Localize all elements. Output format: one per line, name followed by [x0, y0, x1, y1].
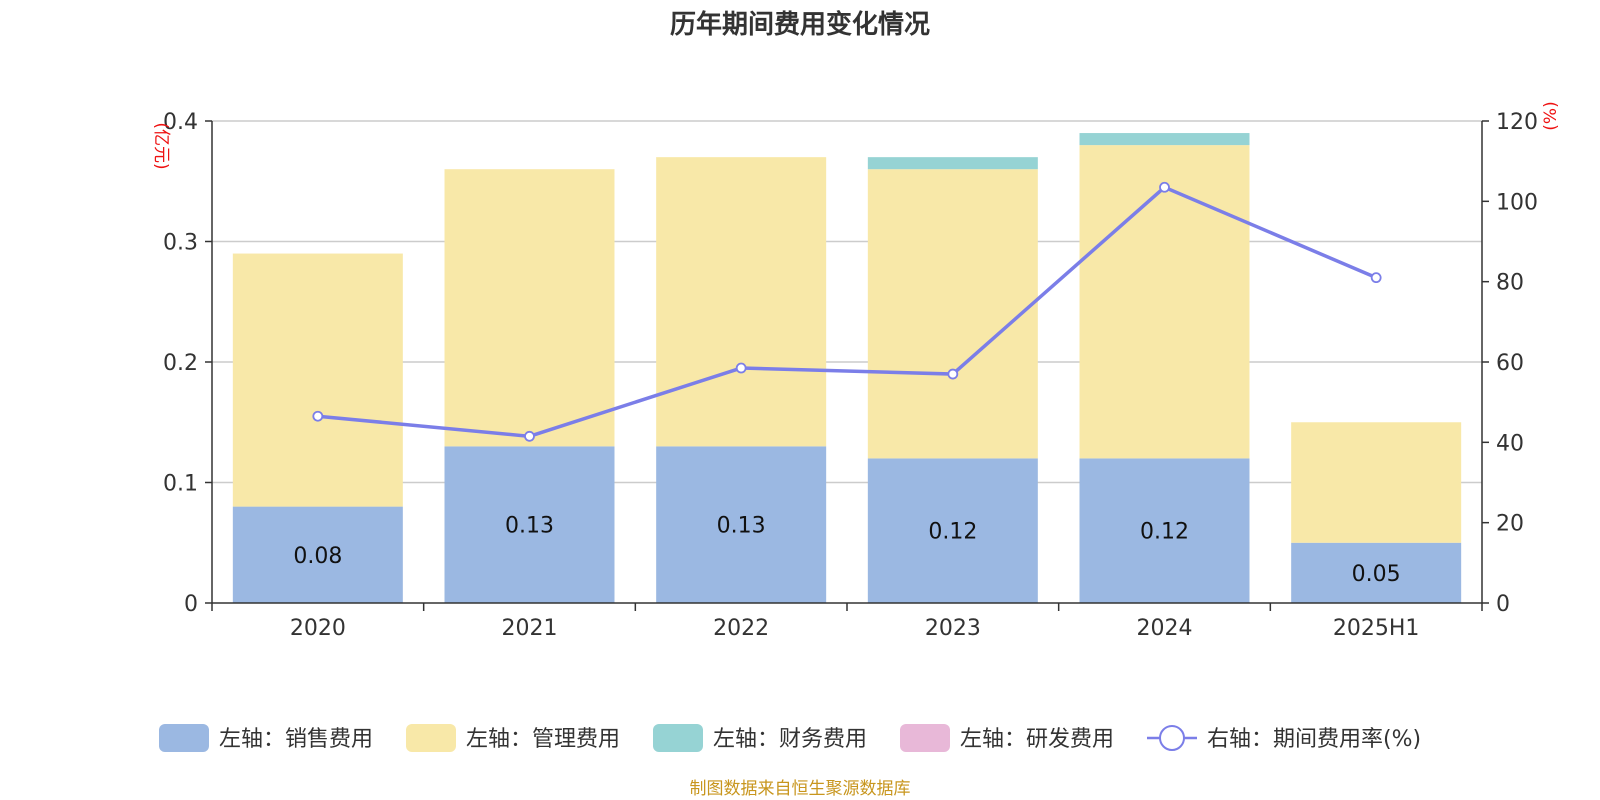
rate-line-point [312, 410, 324, 422]
rate-line-point [524, 430, 535, 442]
legend-label: 左轴：管理费用 [466, 727, 620, 752]
bar-segment [1079, 145, 1250, 459]
data-label: 0.13 [717, 514, 766, 539]
data-label: 0.12 [1140, 520, 1189, 545]
rate-line-point [735, 362, 747, 374]
data-label: 0.08 [293, 544, 342, 569]
right-axis-tick-label: 120 [1496, 110, 1538, 135]
chart-title: 历年期间费用变化情况 [670, 9, 930, 40]
legend-swatch [406, 724, 456, 752]
right-axis-tick-label: 40 [1496, 431, 1524, 456]
rate-line-point [947, 368, 959, 380]
bars [232, 133, 1462, 603]
right-axis-tick-label: 100 [1496, 190, 1538, 215]
legend: 左轴：销售费用 左轴：管理费用 左轴：财务费用 左轴：研发费用 右轴：期间费用率(%) [159, 724, 1421, 752]
x-axis-tick-label: 2024 [1137, 616, 1193, 641]
axes: 0 0.1 0.2 0.3 0.4 0 20 40 60 80 100 120 (亿元) (%) 2020 2… [151, 101, 1561, 641]
bar-segment [656, 157, 827, 447]
bar-segment [444, 446, 615, 603]
rate-line-point [1159, 181, 1170, 193]
legend-label: 右轴：期间费用率(%) [1207, 727, 1421, 752]
right-axis-tick-label: 0 [1496, 592, 1510, 617]
left-axis-tick-label: 0.2 [163, 351, 198, 376]
x-axis-tick-label: 2023 [925, 616, 981, 641]
bar-segment [1079, 458, 1250, 603]
x-axis-tick-label: 2021 [502, 616, 558, 641]
bar-segment [1291, 542, 1462, 603]
data-label: 0.13 [505, 514, 554, 539]
left-axis-tick-label: 0.1 [163, 472, 198, 497]
bar-segment [867, 157, 1038, 170]
legend-label: 左轴：销售费用 [219, 727, 373, 752]
bar-segment [656, 446, 827, 603]
legend-marker [1159, 725, 1185, 751]
rate-line-path [317, 185, 1377, 439]
rate-line [312, 181, 1382, 442]
left-axis-tick-label: 0 [184, 592, 198, 617]
legend-label: 左轴：财务费用 [713, 727, 867, 752]
bar-segment [1291, 422, 1462, 543]
left-axis-tick-label: 0.4 [163, 110, 198, 135]
source-note: 制图数据来自恒生聚源数据库 [690, 779, 911, 799]
data-labels: 0.08 0.13 0.13 0.12 0.12 0.05 [293, 514, 1400, 587]
bar-segment [1079, 133, 1250, 146]
right-axis-tick-label: 60 [1496, 351, 1524, 376]
legend-label: 左轴：研发费用 [960, 727, 1114, 752]
left-axis-unit: (亿元) [151, 122, 171, 169]
right-axis-tick-label: 80 [1496, 271, 1524, 296]
data-label: 0.05 [1352, 562, 1401, 587]
bar-segment [867, 458, 1038, 603]
data-label: 0.12 [928, 520, 977, 545]
bar-segment [232, 253, 403, 507]
bar-segment [232, 506, 403, 603]
left-axis-tick-label: 0.3 [163, 231, 198, 256]
bar-segment [867, 169, 1038, 459]
bar-segment [444, 169, 615, 447]
x-axis-tick-label: 2020 [290, 616, 346, 641]
gridlines [212, 120, 1482, 484]
x-axis-tick-label: 2022 [713, 616, 769, 641]
rate-line-point [1370, 272, 1382, 284]
right-axis-tick-label: 20 [1496, 512, 1524, 537]
legend-swatch [900, 724, 950, 752]
right-axis-unit: (%) [1541, 101, 1561, 130]
legend-swatch [653, 724, 703, 752]
x-axis-tick-label: 2025H1 [1333, 616, 1420, 641]
legend-swatch [159, 724, 209, 752]
